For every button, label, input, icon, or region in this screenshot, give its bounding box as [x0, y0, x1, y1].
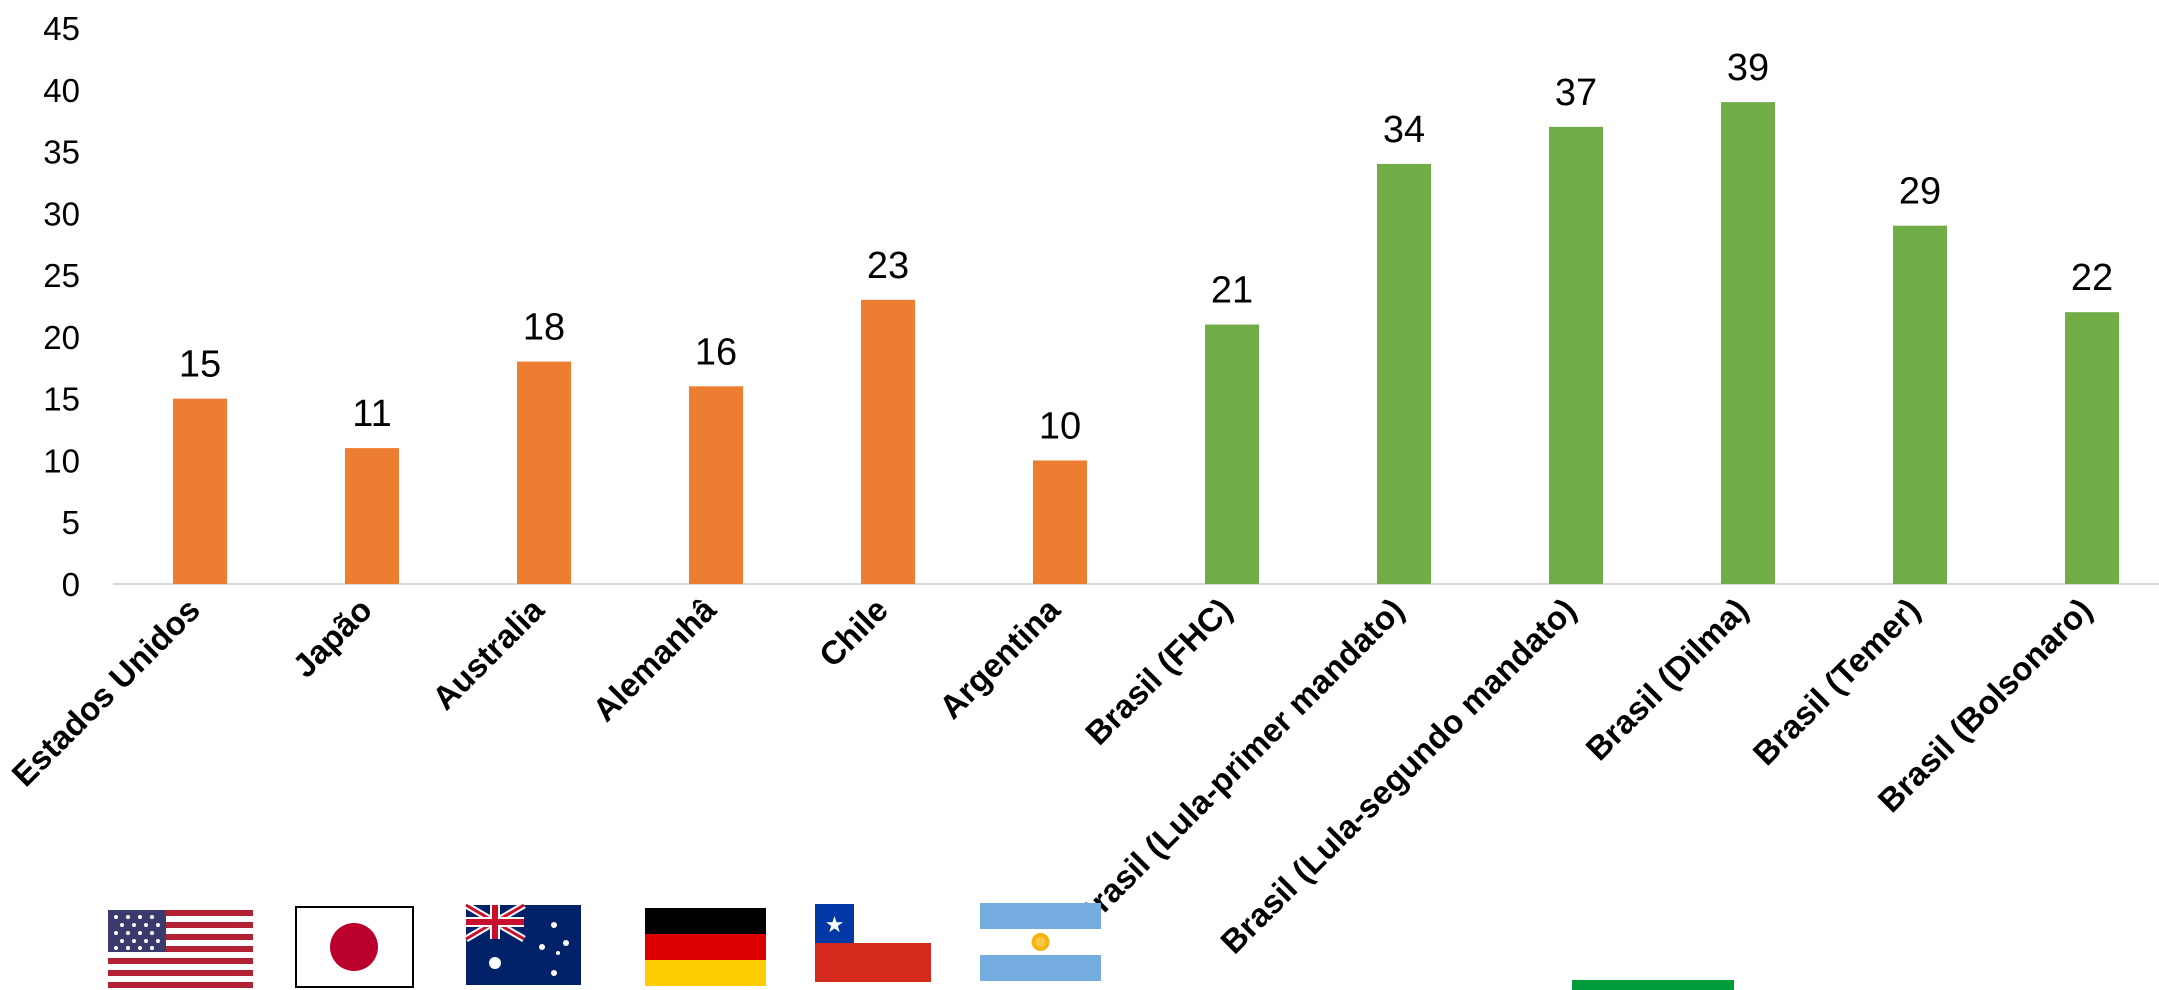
australia-flag-icon [464, 901, 581, 985]
brazil-flag-icon [1572, 980, 1734, 990]
data-label: 22 [2071, 257, 2113, 299]
category-label: Brasil (Temer) [1746, 591, 1927, 772]
y-tick-label: 40 [43, 72, 80, 109]
data-labels: 15 11 18 16 23 10 21 34 37 39 29 22 [179, 47, 2113, 447]
svg-text:★: ★ [825, 913, 845, 938]
y-tick-label: 25 [43, 257, 80, 294]
usa-flag-icon [108, 910, 253, 988]
bar-series [173, 102, 2119, 584]
bar [689, 386, 743, 584]
data-label: 23 [867, 245, 909, 287]
bar [2065, 312, 2119, 584]
y-tick-label: 35 [43, 134, 80, 171]
bar [1721, 102, 1775, 584]
data-label: 29 [1899, 171, 1941, 213]
y-tick-label: 20 [43, 319, 80, 356]
category-label: Brasil (Lula-segundo mandato) [1213, 591, 1583, 961]
chile-flag-icon: ★ [815, 904, 931, 982]
y-tick-label: 10 [43, 442, 80, 479]
category-label: Australia [425, 590, 551, 716]
bar [173, 398, 227, 584]
argentina-flag-icon [980, 903, 1101, 981]
category-label: Estados Unidos [4, 591, 206, 793]
bar [1549, 126, 1603, 584]
category-label: Chile [812, 591, 895, 674]
category-label: Brasil (Lula-primer mandato) [1066, 591, 1411, 936]
bar [345, 448, 399, 584]
y-tick-label: 0 [62, 566, 80, 603]
flag-row: ★ [108, 901, 1734, 990]
data-label: 39 [1727, 47, 1769, 89]
data-label: 10 [1039, 405, 1081, 447]
germany-flag-icon [645, 908, 766, 986]
y-axis-ticks: 0 5 10 15 20 25 30 35 40 45 [43, 10, 80, 603]
data-label: 18 [523, 307, 565, 349]
bar [517, 361, 571, 584]
data-label: 34 [1383, 109, 1425, 151]
bar [1033, 460, 1087, 584]
y-tick-label: 30 [43, 195, 80, 232]
y-tick-label: 15 [43, 381, 80, 418]
bar [1893, 225, 1947, 584]
data-label: 11 [352, 393, 391, 435]
data-label: 15 [179, 344, 221, 386]
category-label: Brasil (FHC) [1078, 591, 1239, 752]
bar [1377, 163, 1431, 584]
category-label: Alemanhâ [585, 590, 723, 728]
category-label: Brasil (Dilma) [1578, 591, 1755, 768]
y-tick-label: 45 [43, 10, 80, 47]
category-label: Argentina [932, 590, 1068, 726]
japan-flag-icon [295, 906, 414, 988]
category-label: Japão [285, 591, 379, 685]
data-label: 21 [1211, 270, 1253, 312]
bar [1205, 324, 1259, 584]
data-label: 16 [695, 331, 737, 373]
bar [861, 299, 915, 584]
data-label: 37 [1555, 72, 1597, 114]
y-tick-label: 5 [62, 504, 80, 541]
